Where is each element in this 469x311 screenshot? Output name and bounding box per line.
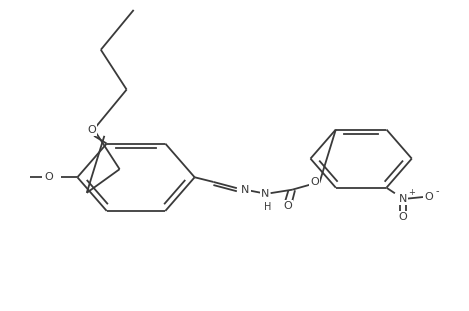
Text: N: N — [241, 185, 250, 195]
Text: -: - — [435, 186, 439, 197]
Text: N: N — [261, 189, 269, 199]
Text: +: + — [408, 188, 415, 197]
Text: O: O — [424, 192, 433, 202]
Text: O: O — [399, 211, 407, 222]
Text: O: O — [45, 172, 53, 182]
Text: O: O — [283, 201, 292, 211]
Text: N: N — [399, 193, 407, 204]
Text: H: H — [264, 202, 271, 212]
Text: O: O — [87, 125, 96, 135]
Text: O: O — [310, 177, 319, 187]
